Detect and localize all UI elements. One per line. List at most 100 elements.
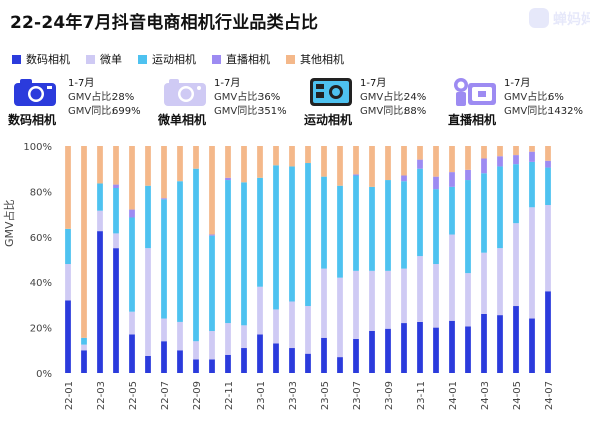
bar-segment-digital-camera-22-05 — [129, 334, 135, 373]
bar-segment-live-camera-22-05 — [129, 209, 135, 218]
bar-segment-digital-camera-23-09 — [385, 328, 391, 373]
bar-segment-micro-camera-23-03 — [289, 301, 295, 349]
bar-segment-action-camera-22-02 — [81, 337, 87, 345]
card-period: 1-7月 — [360, 78, 387, 89]
bar-segment-other-camera-22-02 — [81, 146, 87, 338]
bar-segment-micro-camera-22-05 — [129, 311, 135, 335]
bar-segment-digital-camera-24-05 — [513, 306, 519, 373]
bar-segment-action-camera-23-11 — [417, 168, 423, 257]
legend-label: 其他相机 — [300, 53, 344, 66]
bar-segment-live-camera-23-11 — [417, 159, 423, 169]
bar-segment-micro-camera-24-06 — [529, 207, 535, 319]
bar-segment-digital-camera-22-08 — [177, 350, 183, 373]
bar-segment-other-camera-22-08 — [177, 146, 183, 182]
bar-segment-live-camera-24-04 — [497, 156, 503, 167]
gmv-share-label: GMV占比: — [68, 92, 115, 103]
bar-segment-other-camera-22-11 — [225, 146, 231, 178]
bar-segment-micro-camera-22-10 — [209, 331, 215, 360]
bar-segment-action-camera-23-12 — [433, 189, 439, 265]
bar-segment-action-camera-24-04 — [497, 166, 503, 249]
y-tick-label: 60% — [30, 233, 52, 244]
bar-segment-digital-camera-24-04 — [497, 315, 503, 373]
bar-segment-action-camera-22-06 — [145, 185, 151, 249]
bar-segment-other-camera-23-12 — [433, 146, 439, 177]
bar-segment-other-camera-23-09 — [385, 146, 391, 181]
x-tick-label: 23-03 — [288, 381, 299, 410]
gmv-yoy-value: 1432% — [548, 106, 583, 117]
x-tick-label: 22-11 — [224, 381, 235, 410]
bar-segment-other-camera-23-03 — [289, 146, 295, 167]
bar-segment-micro-camera-23-05 — [321, 268, 327, 338]
bar-segment-other-camera-23-10 — [401, 146, 407, 176]
bar-segment-digital-camera-22-06 — [145, 355, 151, 373]
bar-segment-micro-camera-24-01 — [449, 234, 455, 321]
card-stats: 1-7月 GMV占比: 6% GMV同比: 1432% — [504, 77, 583, 119]
bar-segment-digital-camera-23-07 — [353, 338, 359, 373]
bar-segment-other-camera-22-10 — [209, 146, 215, 235]
gmv-yoy-value: 699% — [112, 106, 141, 117]
bar-segment-digital-camera-23-04 — [305, 353, 311, 373]
bar-segment-micro-camera-23-12 — [433, 264, 439, 328]
bar-segment-micro-camera-23-06 — [337, 277, 343, 358]
chart-legend: 数码相机 微单 运动相机 直播相机 其他相机 — [12, 51, 344, 67]
bar-segment-action-camera-23-08 — [369, 186, 375, 271]
bar-segment-live-camera-22-11 — [225, 177, 231, 181]
bar-segment-action-camera-24-05 — [513, 164, 519, 224]
gmv-share-label: GMV占比: — [504, 92, 551, 103]
gmv-share-value: 6% — [548, 92, 564, 103]
gmv-share-value: 36% — [258, 92, 281, 103]
bar-segment-action-camera-22-12 — [241, 182, 247, 326]
category-summary-cards: 数码相机 1-7月 GMV占比: 28% GMV同比: 699% 微单相机 1-7月… — [6, 73, 596, 133]
bar-segment-digital-camera-23-11 — [417, 321, 423, 373]
card-mirrorless-camera: 微单相机 1-7月 GMV占比: 36% GMV同比: 351% — [156, 73, 301, 133]
bar-segment-live-camera-24-02 — [465, 169, 471, 181]
x-tick-label: 23-09 — [384, 381, 395, 410]
legend-swatch — [12, 54, 21, 64]
x-tick-label: 22-05 — [128, 381, 139, 410]
bar-segment-micro-camera-24-07 — [545, 205, 551, 292]
bar-segment-micro-camera-22-01 — [65, 264, 71, 301]
bar-segment-other-camera-24-02 — [465, 146, 471, 170]
card-name: 微单相机 — [158, 113, 207, 127]
bar-segment-other-camera-23-07 — [353, 146, 359, 175]
legend-item-action: 运动相机 — [138, 51, 196, 67]
card-stats: 1-7月 GMV占比: 28% GMV同比: 699% — [68, 77, 141, 119]
x-tick-label: 24-07 — [544, 381, 555, 410]
bar-segment-action-camera-22-04 — [113, 188, 119, 234]
legend-item-live: 直播相机 — [212, 51, 270, 67]
bar-segment-live-camera-22-04 — [113, 184, 119, 188]
gmv-yoy-label: GMV同比: — [504, 106, 551, 117]
bar-segment-live-camera-24-01 — [449, 172, 455, 187]
bar-segment-micro-camera-23-11 — [417, 256, 423, 322]
bar-segment-action-camera-23-06 — [337, 185, 343, 278]
bar-segment-micro-camera-24-03 — [481, 252, 487, 314]
y-tick-label: 80% — [30, 187, 52, 198]
x-tick-label: 24-05 — [512, 381, 523, 410]
bar-segment-other-camera-22-03 — [97, 146, 103, 184]
card-period: 1-7月 — [504, 78, 531, 89]
action-camera-icon — [308, 77, 354, 107]
x-tick-label: 23-01 — [256, 381, 267, 410]
legend-swatch — [286, 54, 295, 64]
bar-segment-digital-camera-24-06 — [529, 318, 535, 373]
bar-segment-micro-camera-22-07 — [161, 318, 167, 342]
card-name: 运动相机 — [304, 113, 353, 127]
bar-segment-live-camera-24-05 — [513, 155, 519, 165]
bar-segment-micro-camera-22-02 — [81, 344, 87, 351]
legend-swatch — [86, 54, 95, 64]
legend-label: 微单 — [100, 53, 122, 66]
legend-swatch — [212, 54, 221, 64]
gmv-yoy-label: GMV同比: — [360, 106, 407, 117]
x-tick-label: 23-11 — [416, 381, 427, 410]
bar-segment-other-camera-22-05 — [129, 146, 135, 210]
gmv-yoy-label: GMV同比: — [68, 106, 115, 117]
bar-segment-other-camera-24-01 — [449, 146, 455, 173]
bar-segment-other-camera-22-07 — [161, 146, 167, 199]
x-tick-label: 24-01 — [448, 381, 459, 410]
legend-item-digital: 数码相机 — [12, 51, 70, 67]
bar-segment-digital-camera-23-03 — [289, 348, 295, 373]
bar-segment-micro-camera-23-01 — [257, 286, 263, 335]
bar-segment-digital-camera-24-07 — [545, 291, 551, 373]
bar-segment-digital-camera-22-04 — [113, 248, 119, 373]
